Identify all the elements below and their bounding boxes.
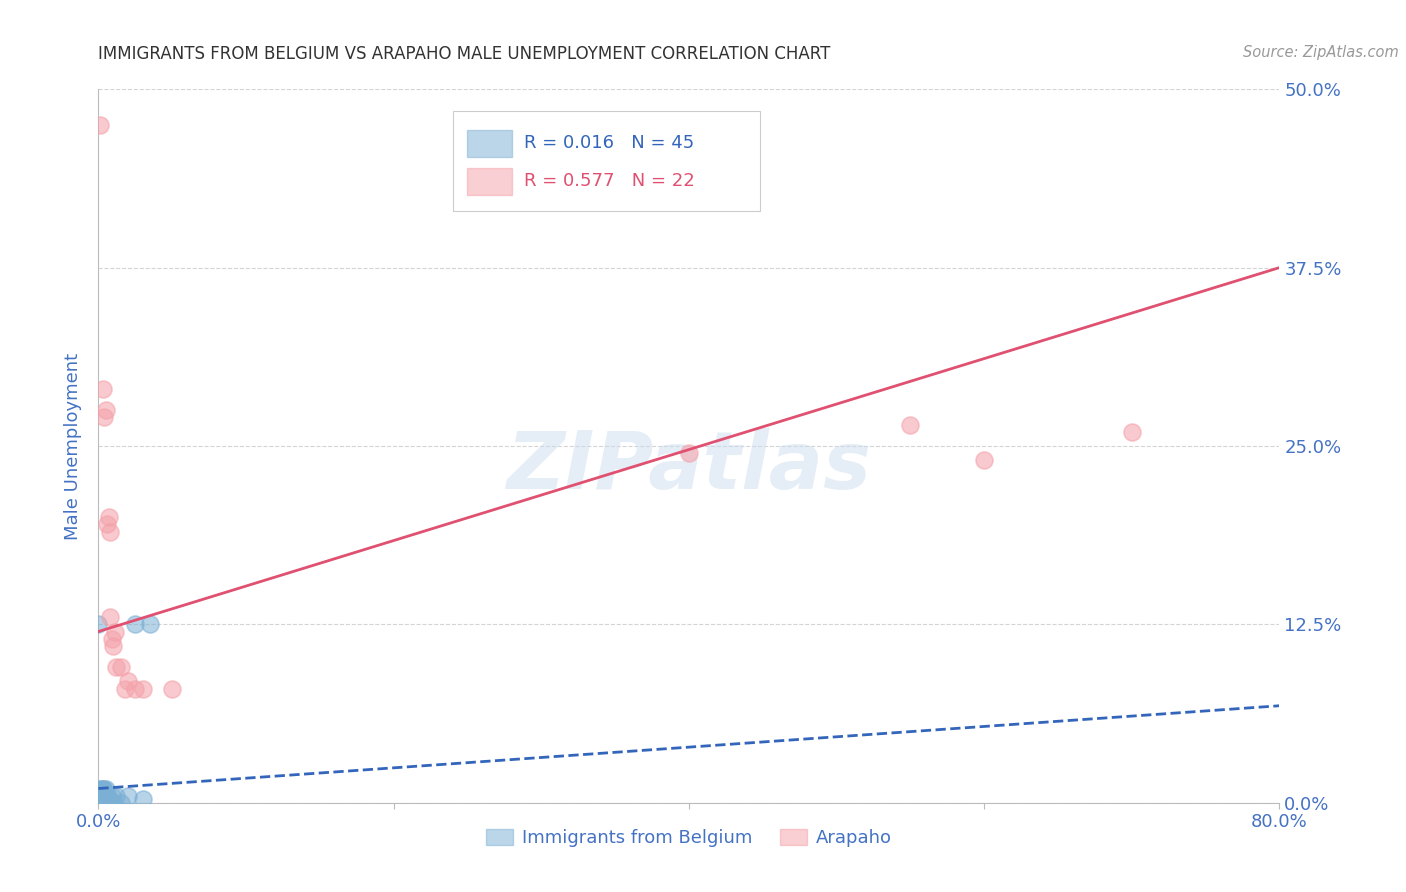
- Point: [90, 796, 112, 810]
- Point: [89, 791, 111, 805]
- Point: [132, 791, 155, 805]
- Point: [89, 796, 111, 810]
- Point: [100, 632, 122, 646]
- Point: [89, 786, 111, 800]
- Point: [87, 796, 110, 810]
- Text: R = 0.016   N = 45: R = 0.016 N = 45: [523, 135, 693, 153]
- Bar: [467, 168, 512, 194]
- Point: [132, 681, 155, 696]
- Point: [96, 517, 118, 532]
- Text: Source: ZipAtlas.com: Source: ZipAtlas.com: [1243, 45, 1399, 60]
- Point: [110, 660, 132, 674]
- Point: [98, 796, 121, 810]
- Point: [117, 789, 139, 803]
- Point: [87, 796, 110, 810]
- Text: R = 0.577   N = 22: R = 0.577 N = 22: [523, 172, 695, 190]
- Point: [89, 118, 111, 132]
- Point: [87, 617, 110, 632]
- Point: [89, 789, 111, 803]
- Point: [100, 789, 122, 803]
- Point: [91, 382, 114, 396]
- Point: [94, 796, 117, 810]
- Point: [94, 786, 117, 800]
- Point: [90, 781, 112, 796]
- Point: [98, 610, 121, 624]
- Point: [87, 796, 110, 810]
- FancyBboxPatch shape: [453, 111, 759, 211]
- Point: [91, 781, 114, 796]
- Point: [114, 681, 136, 696]
- Point: [93, 789, 115, 803]
- Legend: Immigrants from Belgium, Arapaho: Immigrants from Belgium, Arapaho: [479, 822, 898, 855]
- Point: [89, 796, 111, 810]
- Point: [117, 674, 139, 689]
- Y-axis label: Male Unemployment: Male Unemployment: [65, 352, 83, 540]
- Point: [91, 786, 114, 800]
- Point: [124, 681, 146, 696]
- Point: [94, 781, 117, 796]
- Point: [97, 510, 120, 524]
- Point: [89, 796, 111, 810]
- Point: [162, 681, 183, 696]
- Point: [103, 639, 125, 653]
- Point: [104, 624, 127, 639]
- Point: [87, 793, 110, 807]
- Point: [678, 446, 700, 460]
- Point: [87, 796, 110, 810]
- Point: [110, 796, 132, 810]
- Text: ZIPatlas: ZIPatlas: [506, 428, 872, 507]
- Text: IMMIGRANTS FROM BELGIUM VS ARAPAHO MALE UNEMPLOYMENT CORRELATION CHART: IMMIGRANTS FROM BELGIUM VS ARAPAHO MALE …: [98, 45, 831, 62]
- Point: [87, 796, 110, 810]
- Point: [96, 796, 118, 810]
- Bar: [467, 130, 512, 157]
- Point: [93, 781, 115, 796]
- Point: [89, 784, 111, 798]
- Point: [93, 410, 115, 425]
- Point: [98, 524, 121, 539]
- Point: [90, 789, 112, 803]
- Point: [87, 796, 110, 810]
- Point: [91, 791, 114, 805]
- Point: [1121, 425, 1143, 439]
- Point: [900, 417, 922, 432]
- Point: [105, 660, 128, 674]
- Point: [89, 781, 111, 796]
- Point: [93, 796, 115, 810]
- Point: [103, 796, 125, 810]
- Point: [105, 789, 128, 803]
- Point: [91, 796, 114, 810]
- Point: [97, 791, 120, 805]
- Point: [94, 791, 117, 805]
- Point: [139, 617, 162, 632]
- Point: [90, 786, 112, 800]
- Point: [90, 791, 112, 805]
- Point: [124, 617, 146, 632]
- Point: [96, 789, 118, 803]
- Point: [973, 453, 995, 467]
- Point: [87, 796, 110, 810]
- Point: [94, 403, 117, 417]
